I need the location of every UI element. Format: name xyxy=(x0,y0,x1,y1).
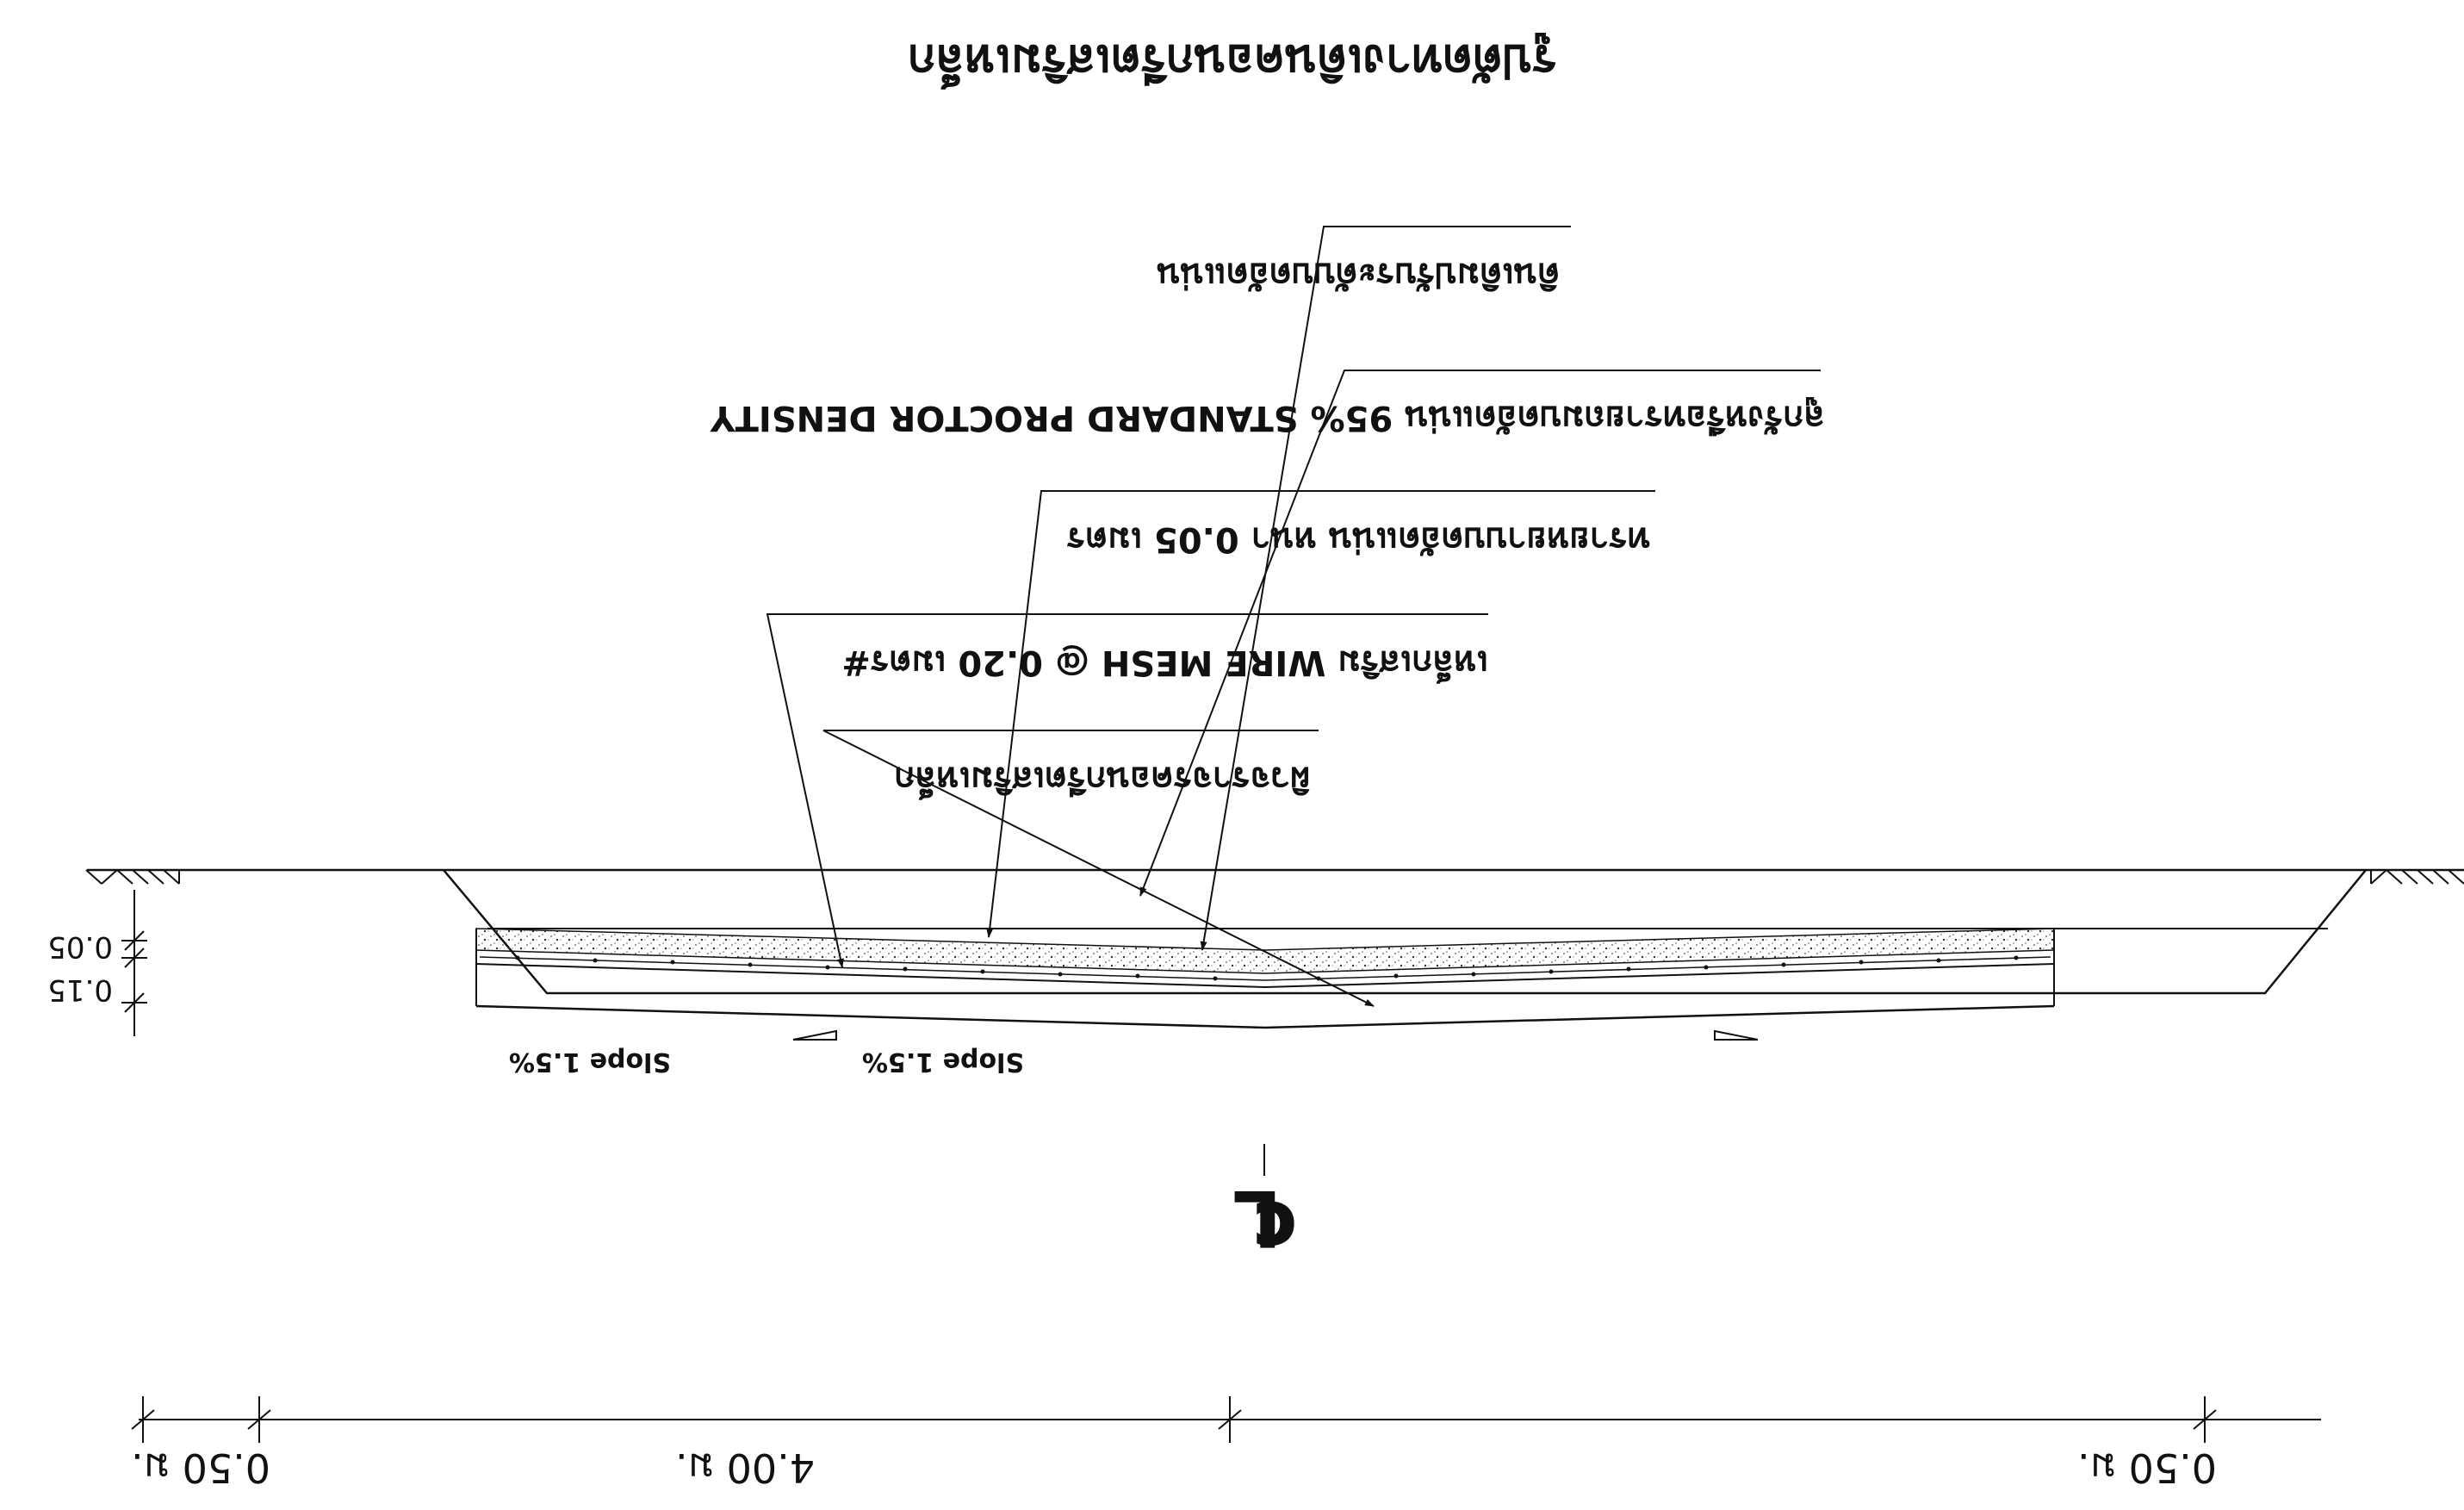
dimension-left-label: 0.50 ม. xyxy=(131,1445,270,1491)
leader-wire-mesh xyxy=(766,613,1488,968)
slab-top-line xyxy=(475,963,2055,989)
thickness-bottom-label: 0.15 xyxy=(47,972,113,1007)
trench-outline xyxy=(443,869,2367,995)
layer-label-concrete: ผิวจราจรคอนกรีตเสริมเหล็ก xyxy=(894,759,1310,801)
overall-dimension xyxy=(131,1396,2321,1443)
wire-mesh-line xyxy=(479,956,2051,981)
dimension-right-label: 0.50 ม. xyxy=(2077,1445,2217,1491)
thickness-dimension xyxy=(121,890,147,1036)
leader-soil xyxy=(1200,226,1571,951)
slab-bottom-line xyxy=(475,1004,2055,1029)
drawing-title: รูปตัดทางเดินคอนกรีตเสริมเหล็ก xyxy=(908,33,1557,89)
leader-sand-fill xyxy=(1139,370,1821,897)
slope-arrow-right xyxy=(1714,1029,1759,1041)
layer-label-sand-fill: ลูกรังหรือทรายถมบดอัดแน่น 95% STANDARD P… xyxy=(710,397,1825,438)
layer-label-wire-mesh: เหล็กเสริม WIRE MESH @ 0.20 เมตร# xyxy=(841,643,1488,685)
leader-concrete xyxy=(822,730,1375,1007)
centerline-symbol: ℄ xyxy=(1230,1172,1300,1263)
slope-arrow-left xyxy=(792,1029,837,1041)
slope-label-right: Slope 1.5% xyxy=(509,1047,671,1077)
layer-label-sand-bed: ทรายหยาบบดอัดแน่น หนา 0.05 เมตร xyxy=(1066,519,1650,559)
layer-label-soil: ดินเดิมปรับระดับบดอัดแน่น xyxy=(1157,255,1560,295)
ground-hatch-right xyxy=(85,869,180,885)
ground-hatch-left xyxy=(2370,869,2464,885)
dimension-center-label: 4.00 ม. xyxy=(675,1445,815,1491)
leader-sand-bed xyxy=(986,490,1655,938)
slope-label-left: Slope 1.5% xyxy=(862,1047,1024,1077)
thickness-top-label: 0.05 xyxy=(47,929,113,964)
